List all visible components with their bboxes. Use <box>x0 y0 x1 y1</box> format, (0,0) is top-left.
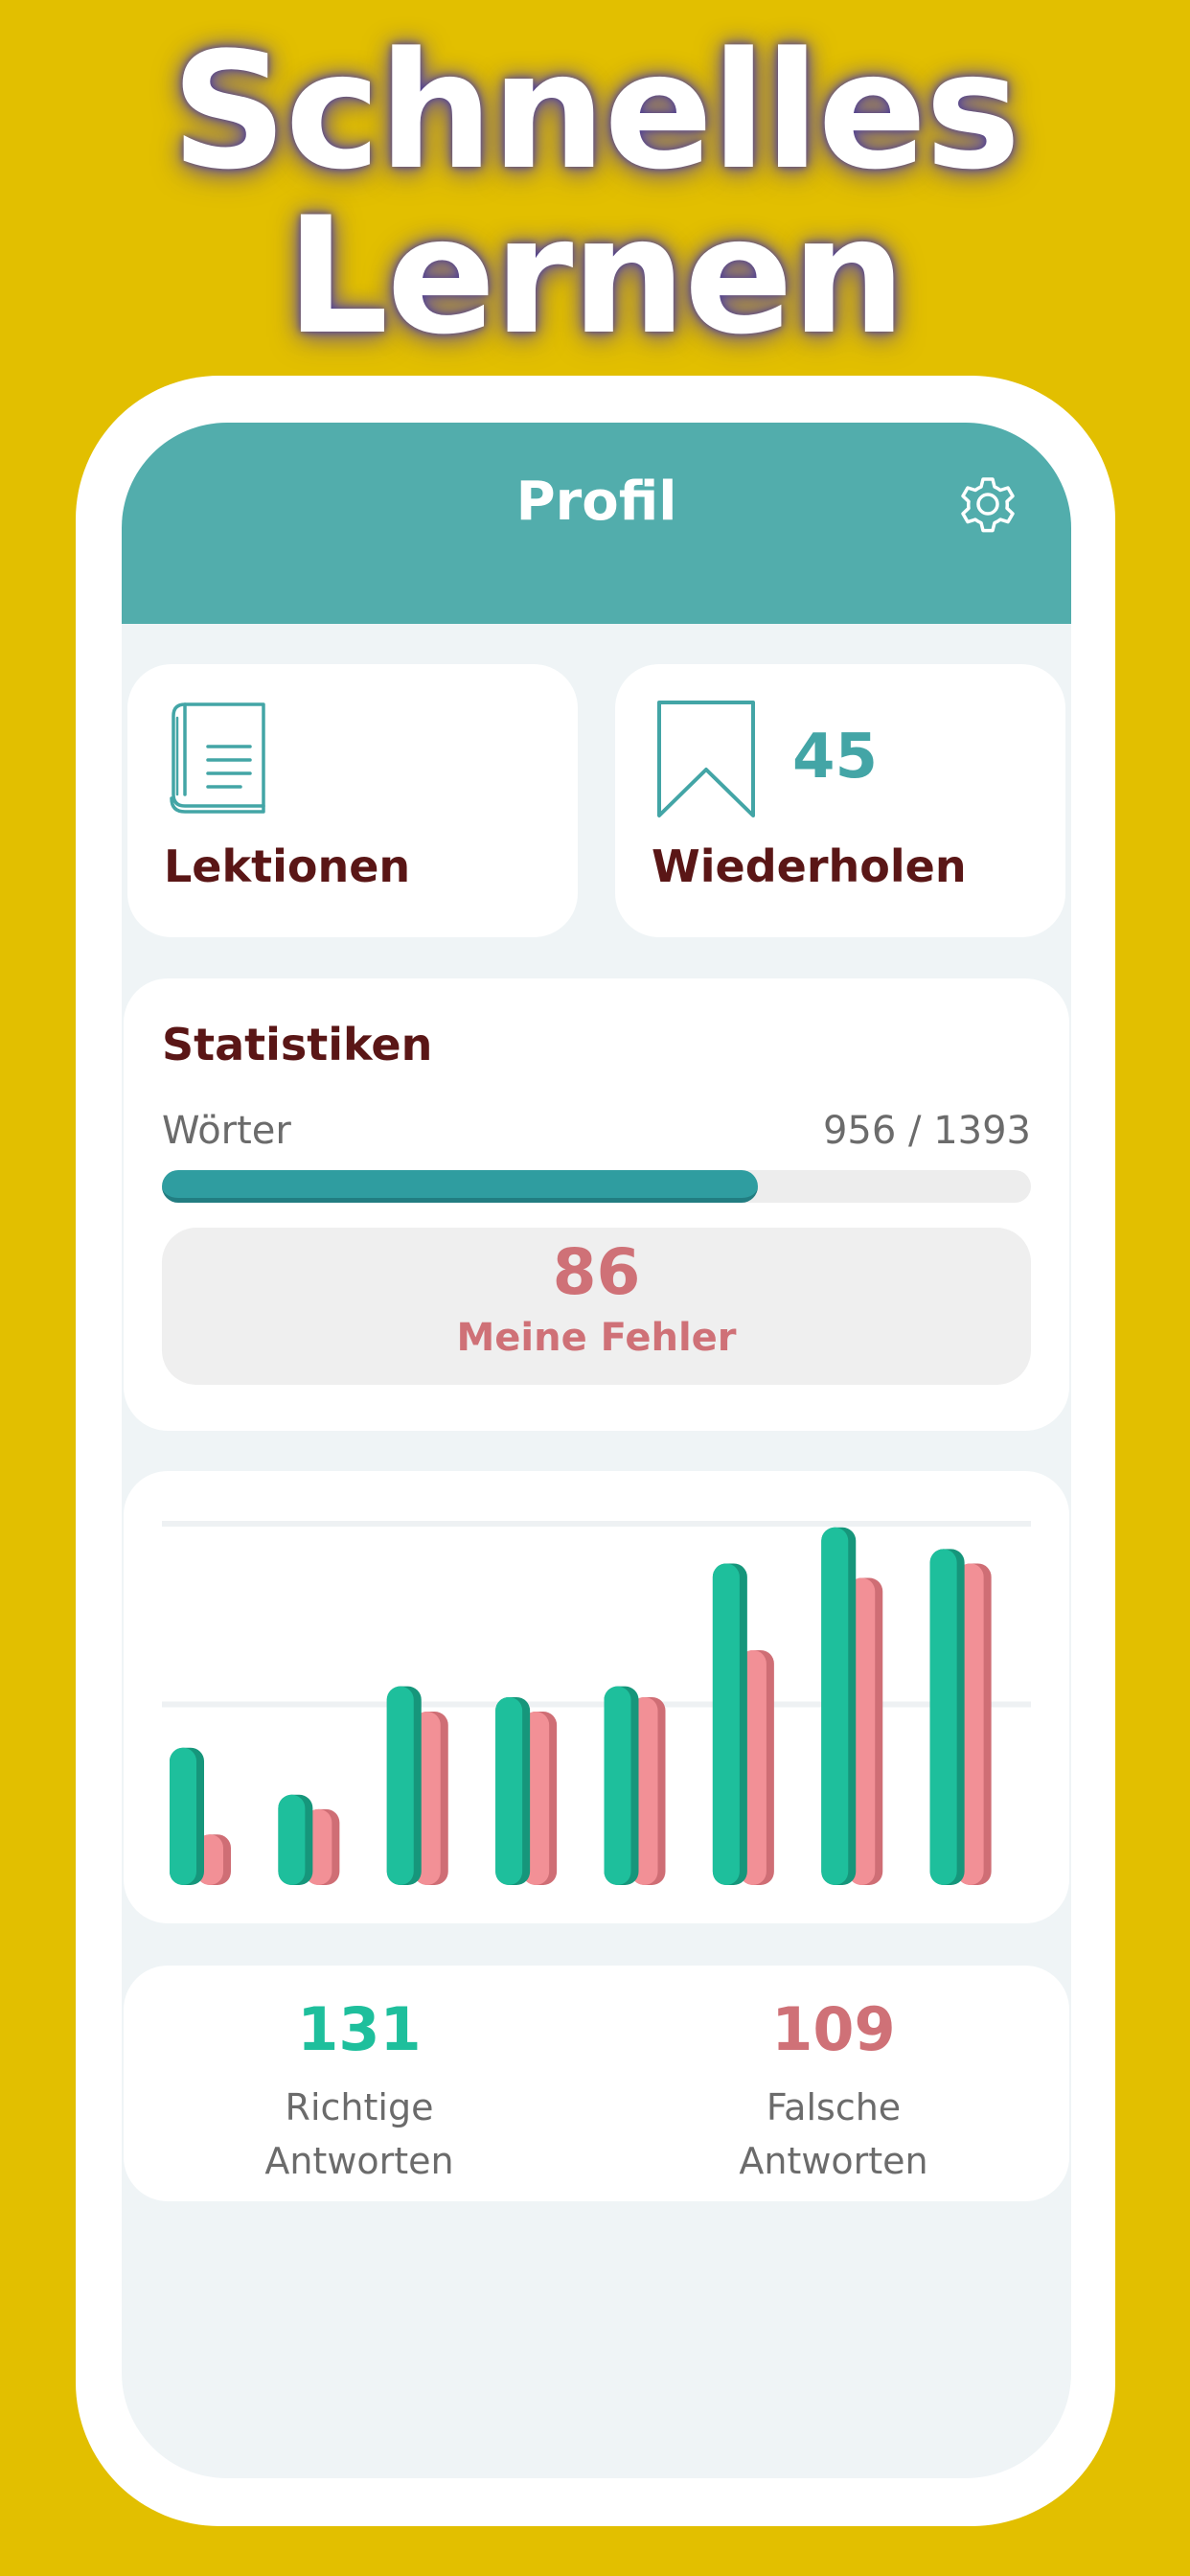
wrong-label-line2: Antworten <box>739 2140 928 2182</box>
bar-correct-2 <box>278 1794 313 1885</box>
words-label: Wörter <box>162 1109 291 1153</box>
wrong-count: 109 <box>771 1994 896 2064</box>
mistakes-label: Meine Fehler <box>456 1316 737 1360</box>
review-label: Wiederholen <box>652 840 967 892</box>
bar-correct-7 <box>821 1527 857 1885</box>
correct-count: 131 <box>297 1994 422 2064</box>
lessons-label: Lektionen <box>164 840 411 892</box>
correct-label: Richtige Antworten <box>168 2081 551 2188</box>
bar-correct-8 <box>929 1549 965 1885</box>
review-count: 45 <box>792 722 879 793</box>
headline-line-1: Schnelles <box>171 17 1021 205</box>
gear-icon[interactable] <box>951 468 1024 540</box>
bookmark-icon <box>657 701 755 817</box>
headline-line-2: Lernen <box>286 182 906 370</box>
results-card: 131 Richtige Antworten 109 Falsche Antwo… <box>124 1966 1069 2201</box>
bar-correct-6 <box>712 1563 747 1885</box>
chart-card <box>124 1471 1069 1923</box>
bar-correct-1 <box>170 1747 204 1885</box>
bar-correct-4 <box>495 1696 531 1885</box>
statistics-card: Statistiken Wörter 956 / 1393 86 Meine F… <box>124 978 1069 1431</box>
wrong-label: Falsche Antworten <box>642 2081 1025 2188</box>
bar-correct-5 <box>604 1686 639 1885</box>
app-header: Profil <box>122 423 1071 624</box>
correct-label-line2: Antworten <box>264 2140 454 2182</box>
words-progress-fill <box>162 1170 758 1203</box>
page-title: Profil <box>515 471 677 533</box>
book-icon <box>170 702 265 814</box>
words-progress-bar <box>162 1170 1031 1203</box>
app-screen: Profil Lektionen <box>122 423 1071 2478</box>
lessons-card[interactable]: Lektionen <box>127 664 578 937</box>
correct-label-line1: Richtige <box>285 2086 434 2128</box>
words-count: 956 / 1393 <box>822 1109 1031 1153</box>
review-card[interactable]: 45 Wiederholen <box>615 664 1065 937</box>
statistics-title: Statistiken <box>162 1019 433 1070</box>
my-mistakes-button[interactable]: 86 Meine Fehler <box>162 1228 1031 1385</box>
wrong-label-line1: Falsche <box>766 2086 902 2128</box>
promo-headline: Schnelles Lernen <box>0 29 1190 358</box>
answers-bar-chart <box>162 1521 1031 1885</box>
bar-correct-3 <box>386 1686 422 1885</box>
mistakes-count: 86 <box>552 1235 641 1309</box>
